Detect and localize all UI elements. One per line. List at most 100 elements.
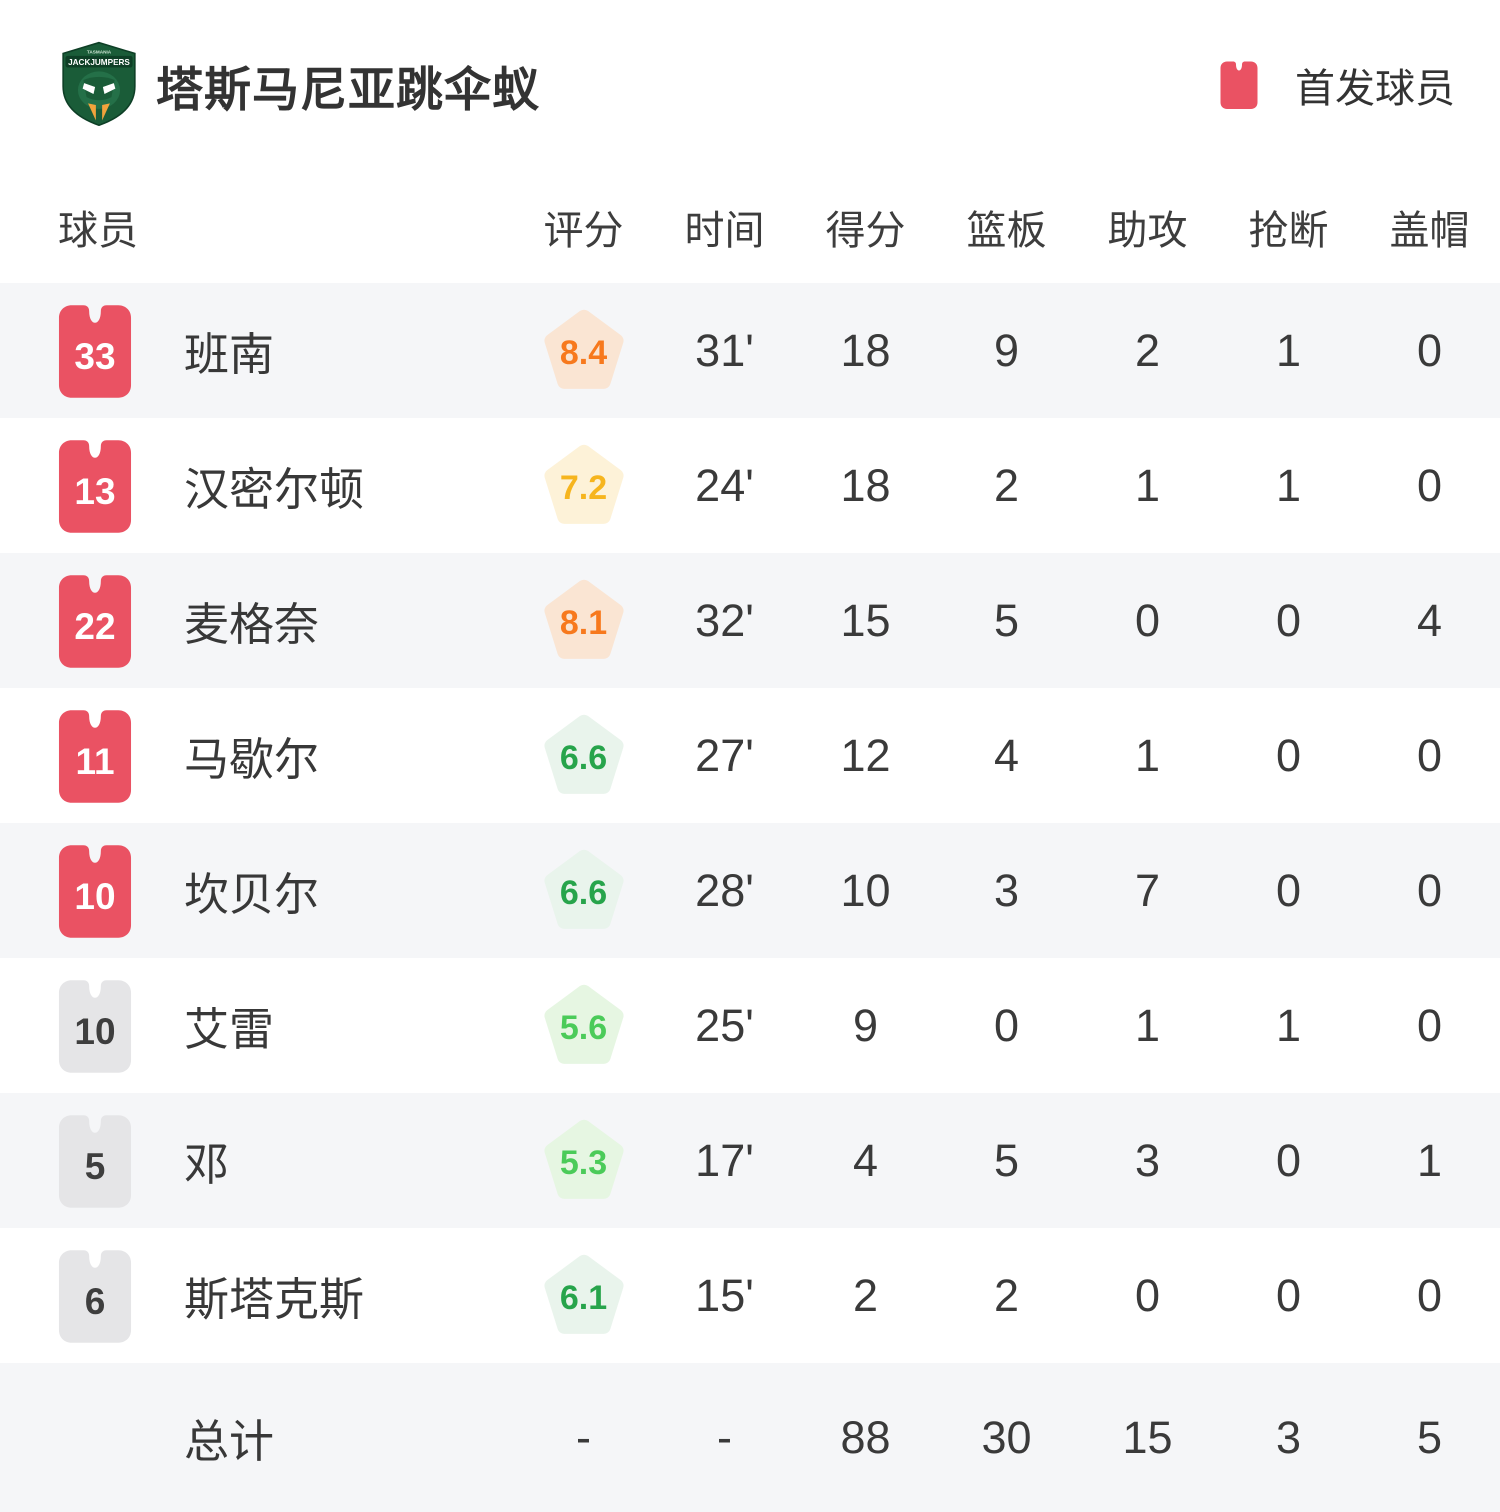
player-name: 马歇尔 [184,734,320,785]
time-cell: 24' [695,459,754,511]
jersey-icon: 10 [58,844,132,938]
total-time: - [717,1411,732,1463]
column-time: 时间 [684,208,765,253]
jersey-icon: 6 [58,1249,132,1343]
column-rebounds: 篮板 [966,208,1047,253]
time-cell: 27' [695,729,754,781]
total-steals: 3 [1275,1411,1302,1463]
blocks-cell: 0 [1416,1269,1443,1321]
player-row[interactable]: 33 班南 8.4 31' 18 9 2 1 0 [0,283,1500,418]
blocks-cell: 0 [1416,324,1443,376]
rating-cell: 7.2 [513,443,654,529]
assists-cell: 1 [1134,459,1161,511]
player-row[interactable]: 11 马歇尔 6.6 27' 12 4 1 0 0 [0,688,1500,823]
player-name: 邓 [184,1139,230,1190]
rating-cell: 6.1 [513,1253,654,1339]
blocks-cell: 0 [1416,864,1443,916]
rating-badge: 5.3 [541,1118,627,1204]
points-cell: 12 [840,729,891,781]
player-name: 汉密尔顿 [184,464,365,515]
assists-cell: 3 [1134,1134,1161,1186]
points-cell: 10 [840,864,891,916]
total-blocks: 5 [1416,1411,1443,1463]
rating-cell: 8.1 [513,578,654,664]
team-header: TASMANIA JACKJUMPERS 塔斯马尼亚跳伞蚁 首发球员 [0,0,1500,170]
column-player: 球员 [58,208,138,253]
svg-text:JACKJUMPERS: JACKJUMPERS [68,58,130,67]
svg-text:TASMANIA: TASMANIA [87,49,112,54]
column-rating: 评分 [543,208,624,253]
rebounds-cell: 2 [993,1269,1020,1321]
jersey-icon: 11 [58,709,132,803]
rating-cell: 6.6 [513,848,654,934]
rating-cell: 6.6 [513,713,654,799]
player-row[interactable]: 22 麦格奈 8.1 32' 15 5 0 0 4 [0,553,1500,688]
team-logo-icon: TASMANIA JACKJUMPERS [60,41,138,129]
rating-cell: 8.4 [513,308,654,394]
jersey-number: 10 [74,876,116,918]
jersey-icon: 13 [58,439,132,533]
assists-cell: 0 [1134,1269,1161,1321]
column-assists: 助攻 [1107,208,1188,253]
assists-cell: 2 [1134,324,1161,376]
starter-legend: 首发球员 [1217,56,1455,114]
rating-cell: 5.3 [513,1118,654,1204]
player-row[interactable]: 5 邓 5.3 17' 4 5 3 0 1 [0,1093,1500,1228]
player-name: 艾雷 [184,1004,275,1055]
rebounds-cell: 5 [993,1134,1020,1186]
total-assists: 15 [1122,1411,1173,1463]
blocks-cell: 4 [1416,594,1443,646]
assists-cell: 1 [1134,729,1161,781]
total-points: 88 [840,1411,891,1463]
player-row[interactable]: 6 斯塔克斯 6.1 15' 2 2 0 0 0 [0,1228,1500,1363]
time-cell: 25' [695,999,754,1051]
jersey-icon: 5 [58,1114,132,1208]
column-steals: 抢断 [1248,208,1329,253]
total-label: 总计 [184,1416,275,1467]
total-rebounds: 30 [981,1411,1032,1463]
assists-cell: 1 [1134,999,1161,1051]
time-cell: 31' [695,324,754,376]
time-cell: 17' [695,1134,754,1186]
player-name: 坎贝尔 [184,869,320,920]
blocks-cell: 0 [1416,729,1443,781]
jersey-number: 11 [75,741,115,783]
player-name: 斯塔克斯 [184,1274,365,1325]
points-cell: 15 [840,594,891,646]
steals-cell: 0 [1275,864,1302,916]
player-row[interactable]: 13 汉密尔顿 7.2 24' 18 2 1 1 0 [0,418,1500,553]
jersey-number: 22 [74,606,116,648]
jersey-number: 10 [74,1011,116,1053]
rating-badge: 6.6 [541,848,627,934]
rebounds-cell: 0 [993,999,1020,1051]
player-row[interactable]: 10 艾雷 5.6 25' 9 0 1 1 0 [0,958,1500,1093]
player-row[interactable]: 10 坎贝尔 6.6 28' 10 3 7 0 0 [0,823,1500,958]
points-cell: 2 [852,1269,879,1321]
assists-cell: 7 [1134,864,1161,916]
steals-cell: 0 [1275,1269,1302,1321]
steals-cell: 0 [1275,729,1302,781]
steals-cell: 1 [1275,459,1302,511]
rating-badge: 6.6 [541,713,627,799]
rebounds-cell: 2 [993,459,1020,511]
steals-cell: 1 [1275,999,1302,1051]
jersey-number: 33 [74,336,116,378]
blocks-cell: 1 [1416,1134,1443,1186]
starter-jersey-icon [1217,61,1261,109]
column-points: 得分 [825,208,906,253]
rating-cell: 5.6 [513,983,654,1069]
player-name: 麦格奈 [184,599,320,650]
points-cell: 18 [840,459,891,511]
assists-cell: 0 [1134,594,1161,646]
player-name: 班南 [184,329,275,380]
rebounds-cell: 9 [993,324,1020,376]
starter-legend-label: 首发球员 [1295,67,1455,111]
jersey-number: 6 [84,1281,106,1323]
rating-badge: 6.1 [541,1253,627,1339]
total-rating: - [576,1411,591,1463]
time-cell: 32' [695,594,754,646]
rating-badge: 8.1 [541,578,627,664]
jersey-icon: 22 [58,574,132,668]
table-header: 球员 评分 时间 得分 篮板 助攻 抢断 盖帽 [0,170,1500,283]
time-cell: 28' [695,864,754,916]
